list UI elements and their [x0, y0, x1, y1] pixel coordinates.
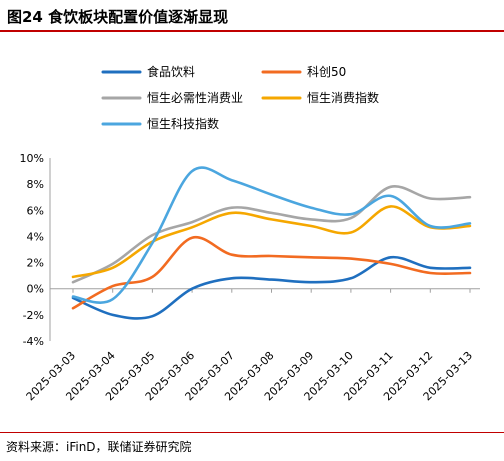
source-note: 资料来源：iFinD，联储证券研究院 — [6, 440, 192, 454]
y-tick-label: 8% — [27, 178, 44, 191]
legend-label-1: 食品饮料 — [147, 64, 195, 79]
title-divider — [0, 30, 504, 32]
legend-label-2: 科创50 — [307, 65, 346, 79]
legend-label-3: 恒生必需性消费业 — [147, 91, 243, 105]
y-tick-label: -4% — [23, 335, 44, 348]
series-line-1 — [71, 255, 472, 320]
y-tick-label: 2% — [27, 257, 44, 270]
series-line-3 — [71, 184, 472, 284]
figure-title: 图24 食饮板块配置价值逐渐显现 — [7, 8, 229, 26]
chart-series — [71, 166, 472, 320]
y-tick-label: 6% — [27, 204, 44, 217]
y-tick-label: -2% — [23, 309, 44, 322]
y-tick-label: 4% — [27, 230, 44, 243]
legend-label-5: 恒生科技指数 — [147, 116, 219, 131]
series-line-2 — [71, 235, 472, 310]
source-divider — [0, 432, 504, 433]
series-line-5 — [71, 166, 472, 304]
series-line-4 — [71, 205, 472, 279]
y-tick-label: 0% — [27, 283, 44, 296]
y-tick-label: 10% — [20, 152, 44, 165]
legend-label-4: 恒生消费指数 — [307, 90, 379, 105]
